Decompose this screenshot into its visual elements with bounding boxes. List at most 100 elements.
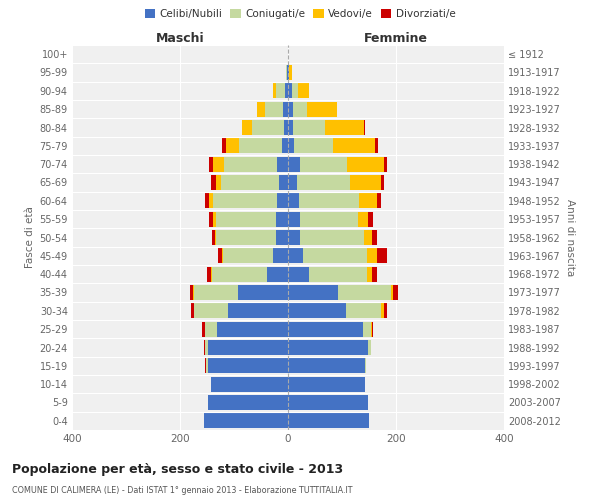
Bar <box>205 322 288 336</box>
Bar <box>288 414 369 428</box>
Bar <box>288 358 366 374</box>
Bar <box>286 65 288 80</box>
Bar <box>276 230 288 245</box>
Bar <box>208 358 288 374</box>
Y-axis label: Anni di nascita: Anni di nascita <box>565 199 575 276</box>
Bar <box>215 230 288 245</box>
Bar <box>287 65 288 80</box>
Bar <box>288 322 373 336</box>
Bar <box>288 230 372 245</box>
Bar <box>288 102 337 116</box>
Bar <box>226 138 288 154</box>
Bar <box>194 304 288 318</box>
Bar <box>268 266 288 281</box>
Bar <box>227 304 288 318</box>
Bar <box>288 322 362 336</box>
Bar <box>274 84 288 98</box>
Bar <box>288 376 365 392</box>
Bar <box>288 212 358 226</box>
Bar <box>221 175 288 190</box>
Bar <box>288 285 398 300</box>
Bar <box>288 304 387 318</box>
Bar <box>288 230 300 245</box>
Bar <box>223 248 288 264</box>
Bar <box>288 230 364 245</box>
Bar <box>205 322 288 336</box>
Bar <box>288 84 298 98</box>
Bar <box>257 102 288 116</box>
Bar <box>288 395 368 410</box>
Bar <box>288 340 371 355</box>
Bar <box>221 138 288 154</box>
Bar <box>209 212 288 226</box>
Bar <box>288 175 296 190</box>
Bar <box>214 156 288 172</box>
Bar <box>281 138 288 154</box>
Bar <box>288 304 346 318</box>
Bar <box>288 65 289 80</box>
Bar <box>215 212 288 226</box>
Bar <box>288 395 368 410</box>
Bar <box>288 248 388 264</box>
Bar <box>288 212 300 226</box>
Bar <box>205 340 288 355</box>
Bar <box>288 414 369 428</box>
Bar <box>213 212 288 226</box>
Bar <box>276 212 288 226</box>
Bar <box>288 285 394 300</box>
Bar <box>253 120 288 135</box>
Bar <box>215 175 288 190</box>
Bar <box>205 358 288 374</box>
Bar <box>288 285 391 300</box>
Bar <box>211 376 288 392</box>
Bar <box>288 376 365 392</box>
Bar <box>288 340 371 355</box>
Text: Femmine: Femmine <box>364 32 428 45</box>
Bar <box>288 358 365 374</box>
Bar <box>288 266 372 281</box>
Bar <box>214 194 288 208</box>
Bar <box>286 65 288 80</box>
Bar <box>288 322 371 336</box>
Bar <box>288 138 334 154</box>
Bar <box>288 102 337 116</box>
Bar <box>191 304 288 318</box>
Bar <box>288 395 368 410</box>
Bar <box>288 248 367 264</box>
Bar <box>242 120 288 135</box>
Legend: Celibi/Nubili, Coniugati/e, Vedovi/e, Divorziati/e: Celibi/Nubili, Coniugati/e, Vedovi/e, Di… <box>140 5 460 24</box>
Bar <box>288 175 383 190</box>
Bar <box>239 138 288 154</box>
Bar <box>277 156 288 172</box>
Bar <box>280 175 288 190</box>
Bar <box>288 340 368 355</box>
Bar <box>288 358 366 374</box>
Bar <box>208 340 288 355</box>
Bar <box>194 304 288 318</box>
Bar <box>211 376 288 392</box>
Bar <box>288 248 303 264</box>
Bar <box>283 102 288 116</box>
Bar <box>208 395 288 410</box>
Bar <box>288 212 373 226</box>
Bar <box>286 65 288 80</box>
Bar <box>288 414 369 428</box>
Bar <box>288 65 292 80</box>
Bar <box>288 395 368 410</box>
Bar <box>206 358 288 374</box>
Bar <box>212 230 288 245</box>
Bar <box>204 414 288 428</box>
Bar <box>193 285 288 300</box>
Bar <box>204 414 288 428</box>
Bar <box>288 248 377 264</box>
Bar <box>288 376 365 392</box>
Bar <box>288 102 307 116</box>
Text: Maschi: Maschi <box>155 32 205 45</box>
Bar <box>288 120 365 135</box>
Bar <box>242 120 288 135</box>
Bar <box>288 340 371 355</box>
Bar <box>288 266 367 281</box>
Bar <box>288 120 364 135</box>
Bar <box>288 175 381 190</box>
Bar <box>209 194 288 208</box>
